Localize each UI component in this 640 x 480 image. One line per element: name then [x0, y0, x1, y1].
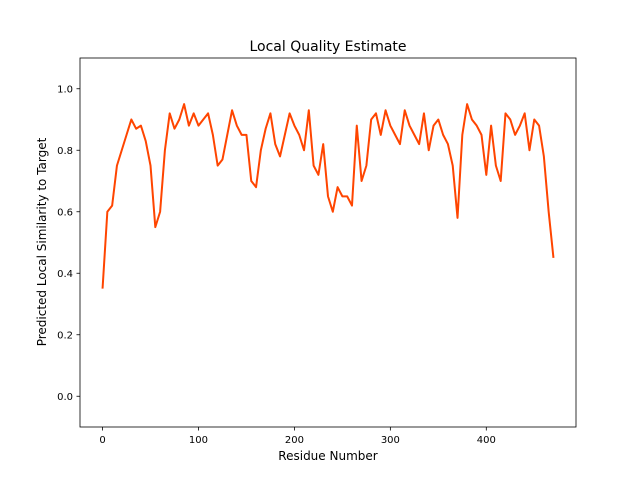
y-tick-label: 0.0: [57, 392, 73, 403]
y-axis-label: Predicted Local Similarity to Target: [35, 137, 49, 346]
y-tick-label: 0.4: [57, 269, 73, 280]
x-tick-label: 400: [477, 435, 496, 446]
line: [101, 103, 555, 289]
y-tick-label: 0.6: [57, 207, 73, 218]
y-tick-label: 0.8: [57, 146, 73, 157]
y-tick-label: 1.0: [57, 84, 73, 95]
plot-frame: [79, 57, 577, 428]
x-tick-label: 0: [99, 435, 105, 446]
y-tick-label: 0.2: [57, 330, 73, 341]
x-tick-label: 300: [381, 435, 400, 446]
x-axis-label: Residue Number: [278, 449, 377, 463]
x-tick-label: 100: [189, 435, 208, 446]
chart-title: Local Quality Estimate: [249, 39, 406, 55]
x-tick-label: 200: [285, 435, 304, 446]
